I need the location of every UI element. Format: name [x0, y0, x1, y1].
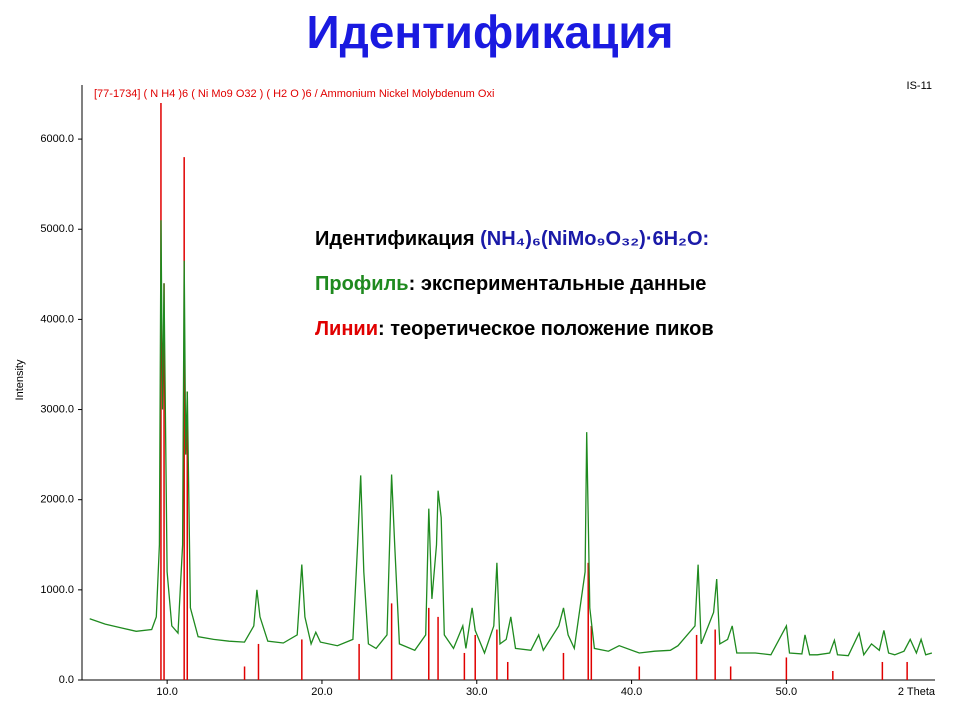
y-tick-label: 6000.0 — [40, 133, 74, 145]
annotation-text: (NH₄)₆(NiMo₉O₃₂)·6H₂O: — [475, 228, 710, 250]
annotation-lead: Линии — [315, 318, 378, 340]
y-tick-label: 2000.0 — [40, 494, 74, 506]
x-axis-label: 2 Theta — [898, 686, 936, 698]
pattern-header: [77-1734] ( N H4 )6 ( Ni Mo9 O32 ) ( H2 … — [94, 88, 494, 100]
profile-line — [89, 220, 933, 657]
annotation: Профиль: экспериментальные данные — [315, 273, 706, 295]
annotation: Линии: теоретическое положение пиков — [315, 318, 714, 340]
annotation-text: : теоретическое положение пиков — [378, 318, 714, 340]
y-tick-label: 1000.0 — [40, 584, 74, 596]
y-tick-label: 5000.0 — [40, 223, 74, 235]
x-tick-label: 10.0 — [156, 686, 177, 698]
annotation-lead: Идентификация — [315, 228, 475, 250]
y-axis-label: Intensity — [14, 359, 26, 400]
annotation-lead: Профиль — [315, 273, 409, 295]
annotation: Идентификация (NH₄)₆(NiMo₉O₃₂)·6H₂O: — [315, 228, 709, 250]
y-tick-label: 3000.0 — [40, 403, 74, 415]
slide-title: Идентификация — [307, 6, 674, 58]
x-tick-label: 40.0 — [621, 686, 642, 698]
x-tick-label: 20.0 — [311, 686, 332, 698]
y-tick-label: 4000.0 — [40, 313, 74, 325]
x-tick-label: 50.0 — [776, 686, 797, 698]
sample-label: IS-11 — [907, 80, 932, 92]
annotation-text: : экспериментальные данные — [409, 273, 707, 295]
x-tick-label: 30.0 — [466, 686, 487, 698]
y-tick-label: 0.0 — [59, 674, 74, 686]
